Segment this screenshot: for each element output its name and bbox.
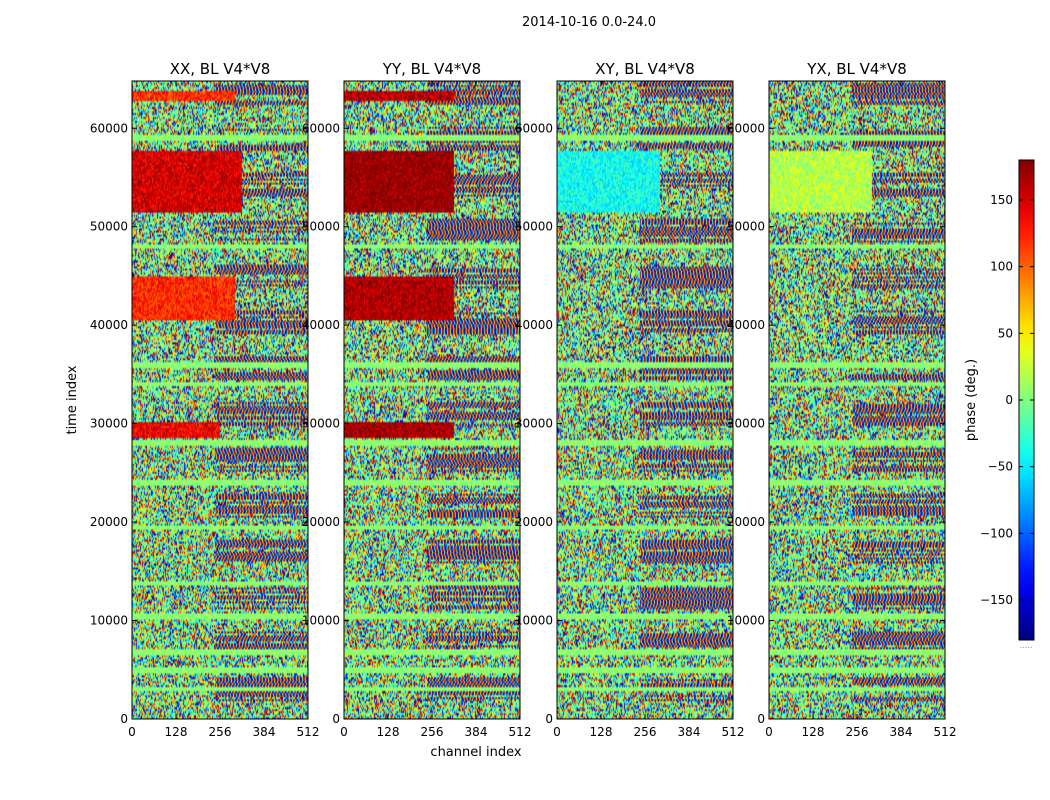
y-tick-label: 0 — [120, 712, 128, 726]
x-tick-label: 256 — [209, 725, 232, 739]
figure-suptitle: 2014-10-16 0.0-24.0 — [522, 15, 656, 30]
colorbar-tick-label: −150 — [980, 593, 1013, 607]
x-tick-label: 384 — [678, 725, 701, 739]
y-tick-label: 20000 — [302, 515, 340, 529]
y-tick-label: 40000 — [90, 318, 128, 332]
panel-title-yy: YY, BL V4*V8 — [382, 60, 481, 78]
x-tick-label: 256 — [846, 725, 869, 739]
y-tick-label: 60000 — [515, 121, 553, 135]
y-tick-label: 50000 — [90, 220, 128, 234]
panel-xy: XY, BL V4*V8 0 128 256 384 512 0 10000 20000 3000… — [515, 60, 745, 739]
y-tick-label: 50000 — [302, 220, 340, 234]
y-tick-label: 30000 — [727, 417, 765, 431]
x-tick-label: 128 — [802, 725, 825, 739]
panel-yy: YY, BL V4*V8 0 128 256 384 512 0 10000 20000 3000… — [302, 60, 532, 739]
y-tick-label: 10000 — [90, 614, 128, 628]
heatmap-panels: XX, BL V4*V8 0 128 256 384 512 0 10000 20000 3000… — [90, 60, 957, 739]
colorbar-extra-label: ..... — [1020, 641, 1033, 650]
x-tick-label: 512 — [934, 725, 957, 739]
y-tick-label: 0 — [332, 712, 340, 726]
heatmap-image-xx — [132, 81, 308, 719]
x-axis-label: channel index — [430, 745, 521, 760]
y-axis-label: time index — [65, 365, 80, 434]
y-tick-label: 60000 — [90, 121, 128, 135]
colorbar-tick-label: 0 — [1005, 393, 1013, 407]
x-tick-label: 256 — [634, 725, 657, 739]
colorbar: −150 −100 −50 0 50 100 150 — [980, 159, 1035, 641]
y-tick-label: 40000 — [302, 318, 340, 332]
x-tick-label: 0 — [553, 725, 561, 739]
x-tick-label: 128 — [590, 725, 613, 739]
y-tick-label: 40000 — [727, 318, 765, 332]
x-tick-label: 128 — [165, 725, 188, 739]
x-tick-label: 0 — [128, 725, 136, 739]
y-tick-label: 50000 — [515, 220, 553, 234]
y-tick-label: 60000 — [727, 121, 765, 135]
colorbar-label: phase (deg.) — [964, 359, 979, 441]
colorbar-tick-label: −50 — [988, 460, 1013, 474]
y-tick-label: 10000 — [302, 614, 340, 628]
y-tick-label: 60000 — [302, 121, 340, 135]
panel-yx: YX, BL V4*V8 0 128 256 384 512 0 10000 20000 3000… — [727, 60, 957, 739]
heatmap-image-yy — [344, 81, 520, 719]
x-tick-label: 512 — [297, 725, 320, 739]
colorbar-tick-label: 150 — [990, 193, 1013, 207]
y-tick-label: 0 — [545, 712, 553, 726]
y-tick-label: 0 — [757, 712, 765, 726]
x-tick-label: 256 — [421, 725, 444, 739]
x-tick-label: 384 — [890, 725, 913, 739]
colorbar-tick-label: −100 — [980, 526, 1013, 540]
x-tick-label: 0 — [765, 725, 773, 739]
heatmap-image-yx — [769, 81, 945, 719]
panel-title-yx: YX, BL V4*V8 — [806, 60, 907, 78]
y-tick-label: 40000 — [515, 318, 553, 332]
x-tick-label: 512 — [722, 725, 745, 739]
x-tick-label: 512 — [509, 725, 532, 739]
panel-xx: XX, BL V4*V8 0 128 256 384 512 0 10000 20000 3000… — [90, 60, 320, 739]
x-tick-label: 0 — [340, 725, 348, 739]
panel-title-xx: XX, BL V4*V8 — [170, 60, 271, 78]
panel-title-xy: XY, BL V4*V8 — [595, 60, 695, 78]
heatmap-image-xy — [557, 81, 733, 719]
x-tick-label: 384 — [253, 725, 276, 739]
y-tick-label: 20000 — [727, 515, 765, 529]
y-tick-label: 50000 — [727, 220, 765, 234]
y-tick-label: 20000 — [90, 515, 128, 529]
colorbar-tick-label: 50 — [998, 326, 1013, 340]
y-tick-label: 30000 — [302, 417, 340, 431]
y-tick-label: 30000 — [515, 417, 553, 431]
y-tick-label: 30000 — [90, 417, 128, 431]
colorbar-tick-label: 100 — [990, 260, 1013, 274]
y-tick-label: 10000 — [515, 614, 553, 628]
x-tick-label: 128 — [377, 725, 400, 739]
y-tick-label: 20000 — [515, 515, 553, 529]
x-tick-label: 384 — [465, 725, 488, 739]
y-tick-label: 10000 — [727, 614, 765, 628]
